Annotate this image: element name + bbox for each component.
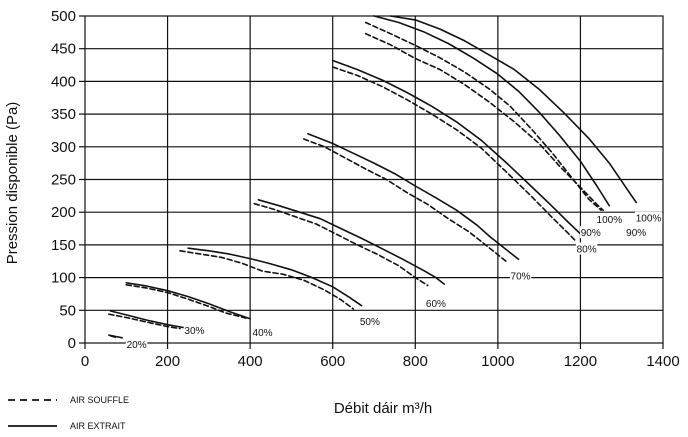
- y-tick-label: 400: [51, 73, 76, 90]
- curve-label-bg: [595, 213, 623, 226]
- y-tick-label: 250: [51, 172, 76, 189]
- y-axis-title: Pression disponible (Pa): [4, 102, 21, 265]
- curve-100pct-air-souffle: [364, 32, 604, 211]
- y-axis-ticks: 0 50 100 150 200 250 300 350 400 450 500: [51, 8, 85, 352]
- x-axis-title: Débit dáir m³/h: [334, 400, 432, 417]
- legend-label-air-extrait: AIR EXTRAIT: [70, 421, 126, 431]
- curve-label: 70%: [511, 271, 531, 282]
- y-tick-label: 150: [51, 237, 76, 254]
- curve-40pct-air-extrait: [125, 282, 251, 320]
- curve-label: 30%: [184, 326, 204, 337]
- x-tick-label: 800: [403, 353, 428, 370]
- curve-label-bg: [183, 324, 206, 337]
- y-tick-label: 300: [51, 139, 76, 156]
- curve-100pct-air-extrait: [389, 15, 637, 204]
- curves: [108, 15, 637, 339]
- curve-label-bg: [580, 226, 602, 239]
- y-tick-label: 500: [51, 8, 76, 25]
- curve-80pct-air-souffle: [331, 66, 578, 243]
- curve-20pct-air-souffle: [109, 335, 118, 339]
- curve-30pct-air-extrait: [109, 310, 187, 329]
- legend: AIR SOUFFLE AIR EXTRAIT: [8, 395, 129, 431]
- curve-label: 90%: [581, 228, 601, 239]
- curve-label: 60%: [426, 299, 446, 310]
- y-tick-label: 450: [51, 41, 76, 58]
- curve-80pct-air-extrait: [331, 59, 582, 235]
- curve-50pct-air-souffle: [179, 250, 355, 310]
- y-tick-label: 0: [68, 335, 76, 352]
- x-axis-ticks: 0 200 400 600 800 1000 1200 1400: [81, 343, 680, 370]
- curve-label-bg: [425, 296, 447, 309]
- curve-label-bg: [359, 315, 381, 328]
- curve-label: 100%: [597, 215, 623, 226]
- curve-label: 90%: [626, 228, 646, 239]
- curve-label: 20%: [127, 340, 147, 351]
- curve-label-bg: [251, 326, 274, 339]
- curve-label: 80%: [577, 244, 597, 255]
- x-tick-label: 1000: [481, 353, 514, 370]
- legend-label-air-souffle: AIR SOUFFLE: [70, 395, 129, 405]
- curve-70pct-air-souffle: [303, 138, 507, 263]
- curve-label-bg: [509, 269, 532, 282]
- curve-label: 100%: [636, 214, 662, 225]
- curve-labels: 20%30% 40%50%60%70%80%90%100%90%100%: [125, 211, 663, 351]
- x-tick-label: 1200: [564, 353, 597, 370]
- curve-40pct-air-souffle: [125, 284, 247, 319]
- curve-50pct-air-extrait: [187, 247, 363, 307]
- curve-label: 40%: [253, 328, 273, 339]
- curve-60pct-air-extrait: [257, 199, 445, 285]
- grid: [85, 16, 663, 343]
- curve-label-bg: [625, 226, 647, 239]
- curve-70pct-air-extrait: [307, 132, 520, 261]
- curve-label: 50%: [360, 317, 380, 328]
- curve-60pct-air-souffle: [253, 202, 429, 287]
- x-tick-label: 400: [238, 353, 263, 370]
- curve-90pct-air-extrait: [373, 15, 611, 207]
- curve-label-bg: [575, 242, 598, 255]
- curve-30pct-air-souffle: [108, 313, 181, 330]
- x-tick-label: 200: [155, 353, 180, 370]
- y-tick-label: 100: [51, 270, 76, 287]
- y-tick-label: 200: [51, 204, 76, 221]
- y-tick-label: 50: [59, 302, 76, 319]
- y-tick-label: 350: [51, 106, 76, 123]
- curve-label-bg: [125, 337, 148, 350]
- x-tick-label: 600: [320, 353, 345, 370]
- curve-label-bg: [634, 211, 663, 224]
- x-tick-label: 0: [81, 353, 89, 370]
- x-tick-label: 1400: [646, 353, 679, 370]
